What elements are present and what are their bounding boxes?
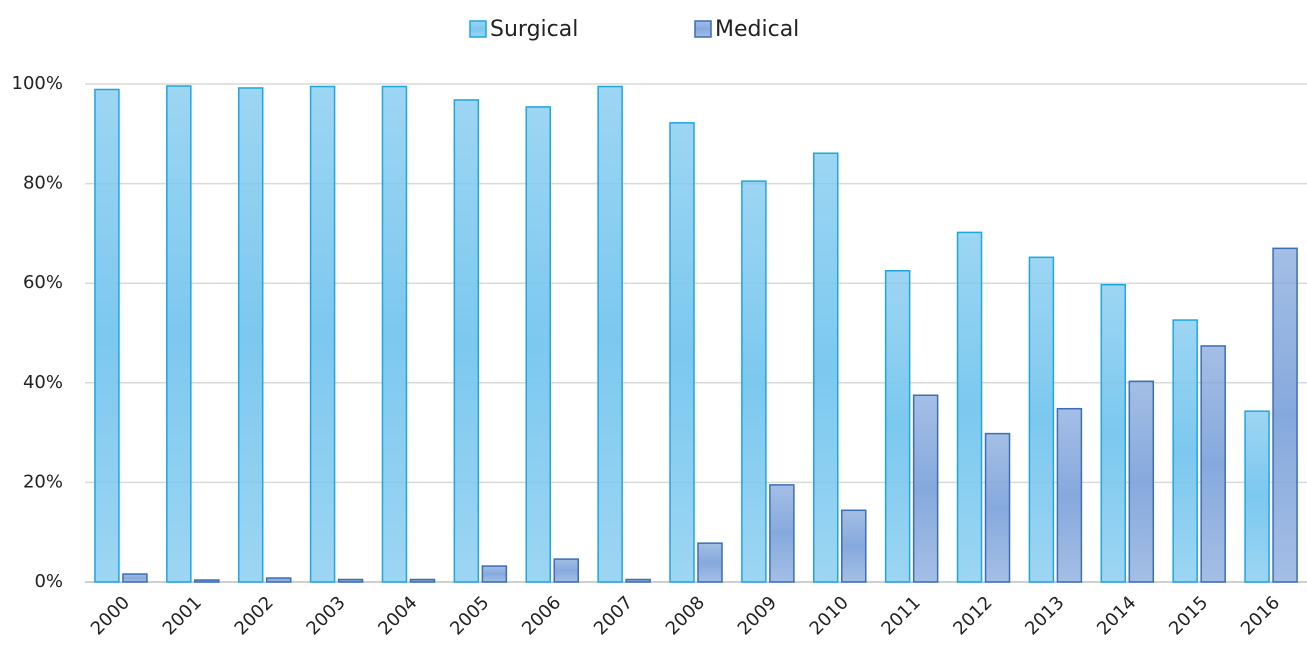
- bar: [597, 85, 623, 583]
- bar: [1272, 247, 1298, 583]
- bar: [309, 85, 336, 583]
- bar: [1056, 407, 1083, 583]
- bar: [553, 558, 579, 583]
- x-tick-label: 2010: [806, 592, 853, 639]
- y-tick-label: 80%: [23, 173, 63, 194]
- x-tick-label: 2004: [374, 592, 421, 639]
- bar: [669, 122, 695, 583]
- bar: [841, 509, 867, 583]
- bar: [984, 432, 1011, 583]
- bar: [813, 152, 839, 583]
- y-tick-label: 60%: [23, 272, 63, 293]
- bar: [409, 578, 436, 583]
- bar: [1128, 380, 1155, 583]
- x-tick-label: 2013: [1021, 592, 1068, 639]
- x-tick-label: 2000: [87, 592, 134, 639]
- bar: [884, 270, 911, 583]
- x-tick-label: 2005: [446, 592, 493, 639]
- x-tick-label: 2008: [662, 592, 709, 639]
- x-tick-label: 2007: [590, 592, 637, 639]
- bar: [122, 573, 148, 583]
- bar: [1244, 410, 1270, 583]
- x-tick-label: 2011: [877, 592, 924, 639]
- bar: [194, 579, 220, 583]
- x-tick-label: 2003: [302, 592, 349, 639]
- bar: [625, 578, 651, 583]
- x-tick-label: 2012: [949, 592, 996, 639]
- legend-label: Surgical: [490, 17, 578, 42]
- x-tick-label: 2015: [1165, 592, 1212, 639]
- bar: [1172, 319, 1198, 583]
- bar: [769, 484, 795, 583]
- bar: [1028, 256, 1055, 583]
- y-tick-label: 100%: [12, 73, 63, 94]
- bar: [265, 577, 292, 583]
- legend-label: Medical: [715, 17, 799, 42]
- bar: [381, 85, 408, 583]
- bar: [525, 106, 551, 583]
- bar: [912, 394, 939, 583]
- y-tick-label: 40%: [23, 372, 63, 393]
- x-tick-label: 2016: [1237, 592, 1284, 639]
- bar: [166, 85, 192, 583]
- x-tick-label: 2002: [231, 592, 278, 639]
- bar: [453, 99, 480, 583]
- bar: [94, 88, 120, 583]
- y-tick-label: 0%: [34, 571, 63, 592]
- x-tick-label: 2001: [159, 592, 206, 639]
- x-tick-label: 2009: [734, 592, 781, 639]
- bar: [1100, 283, 1127, 583]
- bar: [697, 542, 723, 583]
- x-tick-label: 2014: [1093, 592, 1140, 639]
- bar: [337, 578, 364, 583]
- bar: [237, 87, 264, 583]
- bar: [1200, 345, 1226, 583]
- bar: [741, 180, 767, 583]
- bar: [481, 565, 508, 583]
- x-tick-label: 2006: [518, 592, 565, 639]
- legend-swatch: [469, 20, 487, 38]
- legend-swatch: [694, 20, 712, 38]
- bar: [956, 231, 983, 583]
- y-tick-label: 20%: [23, 471, 63, 492]
